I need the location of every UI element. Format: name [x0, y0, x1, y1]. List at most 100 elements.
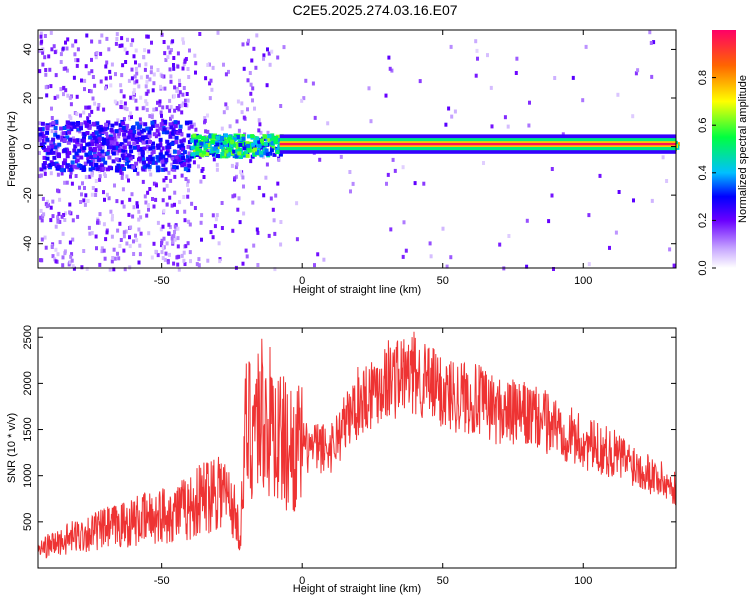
spectrogram-speckle — [302, 96, 306, 101]
spectrogram-speckle — [401, 165, 405, 170]
spectrogram-speckle — [246, 107, 249, 112]
spectrogram-cell — [45, 137, 50, 142]
spectrogram-cell — [226, 139, 231, 144]
spectrogram-cell — [51, 150, 56, 155]
spectrogram-cell — [161, 162, 166, 167]
spectrogram-speckle — [113, 183, 116, 188]
spectrogram-cell — [232, 137, 237, 142]
spectrogram-speckle — [130, 67, 134, 72]
spectrogram-cell — [134, 140, 139, 144]
spectrogram-speckle — [87, 71, 91, 76]
spectrogram-speckle — [56, 94, 60, 99]
spectrogram-speckle — [114, 41, 118, 46]
spectrogram-speckle — [79, 200, 83, 204]
spectrogram-speckle — [268, 62, 272, 67]
spectrogram-cell — [108, 134, 113, 139]
spectrogram-speckle — [152, 181, 156, 186]
spectrogram-speckle — [123, 101, 127, 106]
spectrogram-speckle — [173, 85, 177, 90]
spectrogram-speckle — [159, 110, 163, 115]
spectrogram-speckle — [251, 98, 254, 103]
spectrogram-cell — [185, 154, 190, 159]
spectrogram-cell — [249, 148, 254, 153]
spectrogram-speckle — [257, 185, 261, 190]
spectrogram-cell — [208, 134, 213, 139]
spectrogram-speckle — [180, 103, 184, 108]
spectrogram-speckle — [175, 255, 179, 260]
spectrogram-cell — [72, 124, 77, 129]
spectrogram-speckle — [41, 196, 45, 201]
spectrogram-speckle — [90, 69, 94, 74]
spectrogram-cell — [149, 126, 153, 131]
spectrogram-speckle — [43, 55, 47, 60]
spectrogram-speckle — [259, 130, 263, 135]
spectrogram-speckle — [598, 173, 602, 178]
spectrogram-speckle — [202, 175, 206, 179]
spectrogram-speckle — [132, 54, 136, 59]
spectrogram-speckle — [105, 192, 109, 197]
spectrogram-cell — [276, 150, 280, 154]
spectrogram-speckle — [661, 155, 665, 160]
spectrogram-speckle — [162, 208, 166, 213]
spectrogram-speckle — [632, 198, 635, 203]
spectrogram-speckle — [118, 43, 122, 48]
spectrogram-speckle — [145, 74, 149, 79]
spectrogram-speckle — [265, 162, 269, 167]
spectrogram-speckle — [50, 129, 54, 134]
spectrogram-cell — [41, 138, 46, 143]
spectrogram-cell — [244, 150, 248, 155]
spectrogram-speckle — [503, 115, 507, 120]
spectrogram-speckle — [222, 110, 226, 115]
spectrogram-speckle — [45, 204, 49, 209]
spectrogram-cell — [115, 143, 120, 148]
spectrogram-cell — [277, 144, 282, 149]
spectrogram-speckle — [351, 181, 355, 186]
spectrogram-cell — [115, 165, 120, 170]
spectrogram-speckle — [95, 246, 98, 251]
spectrogram-speckle — [38, 121, 42, 126]
spectrogram-speckle — [151, 197, 154, 201]
spectrogram-speckle — [404, 248, 408, 253]
spectrogram-speckle — [385, 181, 388, 186]
spectrogram-speckle — [88, 89, 91, 93]
spectrogram-speckle — [168, 67, 172, 72]
spectrogram-speckle — [98, 39, 102, 44]
spectrogram-speckle — [649, 41, 653, 45]
spectrogram-speckle — [584, 44, 588, 49]
spectrogram-cell — [105, 141, 110, 146]
spectrogram-cell — [91, 121, 96, 126]
spectrogram-cell — [75, 158, 80, 163]
spectrogram-cell — [263, 151, 267, 156]
spectrogram-speckle — [79, 113, 82, 118]
spectrogram-speckle — [75, 63, 79, 68]
spectrogram-cell — [171, 127, 176, 132]
spectrogram-cell — [203, 137, 208, 142]
spectrogram-speckle — [169, 74, 173, 79]
spectrogram-cell — [128, 156, 133, 161]
spectrogram-speckle — [49, 205, 53, 210]
spectrogram-speckle — [240, 110, 244, 115]
spectrogram-cell — [130, 136, 135, 141]
spectrogram-cell — [92, 146, 97, 151]
y-tick-label: 2000 — [22, 371, 34, 395]
spectrogram-speckle — [141, 133, 145, 137]
spectrogram-cell — [255, 136, 260, 141]
spectrogram-speckle — [99, 51, 103, 56]
spectrogram-cell — [56, 152, 61, 157]
spectrogram-cell — [232, 149, 237, 154]
spectrogram-speckle — [474, 39, 478, 44]
spectrogram-speckle — [253, 106, 256, 111]
spectrogram-speckle — [51, 214, 55, 219]
spectrogram-cell — [104, 123, 109, 127]
spectrogram-cell — [121, 121, 126, 126]
spectrogram-cell — [214, 145, 219, 150]
spectrogram-cell — [54, 119, 59, 124]
x-tick-label: 0 — [299, 575, 305, 587]
spectrogram-speckle — [120, 200, 124, 205]
spectrogram-cell — [86, 159, 91, 164]
spectrogram-speckle — [152, 241, 156, 246]
spectrogram-cell — [62, 168, 66, 173]
spectrogram-speckle — [39, 34, 43, 39]
spectrogram-cell — [141, 167, 146, 172]
spectrogram-speckle — [367, 86, 371, 91]
